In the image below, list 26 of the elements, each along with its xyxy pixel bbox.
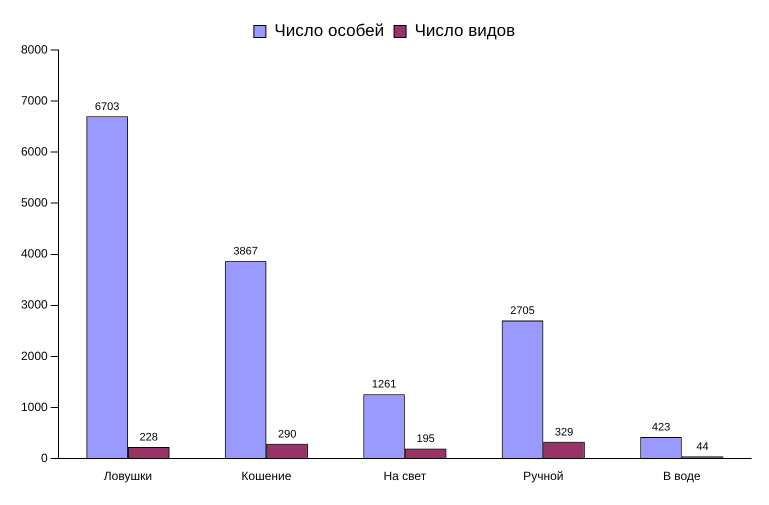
data-label: 44: [696, 440, 709, 453]
legend-label: Число видов: [414, 21, 516, 40]
data-label: 329: [554, 426, 574, 438]
y-tick-label: 6000: [20, 144, 48, 158]
x-tick-label: Кошение: [241, 469, 292, 484]
data-label: 290: [278, 428, 296, 440]
x-tick-label: В воде: [662, 469, 701, 484]
data-label: 6703: [94, 100, 120, 113]
y-tick-label: 7000: [20, 93, 48, 108]
data-label: 3867: [233, 246, 258, 258]
x-tick-label: На свет: [384, 469, 427, 484]
y-tick-label: 8000: [20, 42, 48, 56]
x-tick-label: Ручной: [523, 469, 564, 484]
data-label: 2705: [510, 304, 535, 317]
data-label: 195: [416, 433, 435, 446]
data-label: 423: [652, 422, 670, 434]
legend-label: Число особей: [274, 21, 384, 40]
data-label: 228: [140, 431, 158, 444]
y-tick-label: 3000: [20, 298, 48, 312]
y-tick-label: 5000: [20, 196, 48, 210]
y-tick-label: 4000: [20, 246, 48, 261]
y-tick-label: 1000: [20, 400, 48, 414]
y-tick-label: 2000: [20, 348, 48, 363]
data-label: 1261: [372, 378, 396, 391]
x-tick-label: Ловушки: [104, 469, 152, 484]
y-tick-label: 0: [41, 450, 48, 465]
